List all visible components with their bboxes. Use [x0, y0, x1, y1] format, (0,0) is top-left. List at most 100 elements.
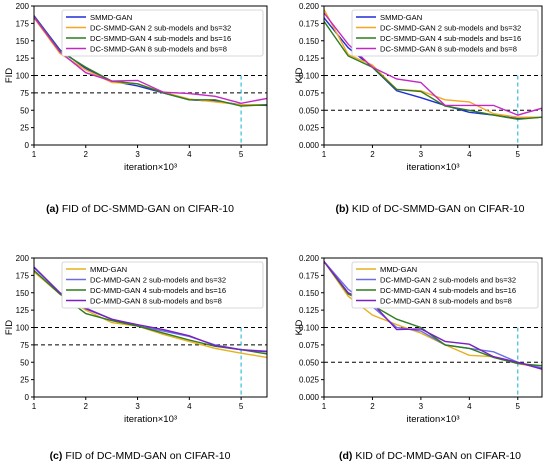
y-tick-label: 0.000	[299, 393, 320, 402]
y-tick-label: 100	[16, 324, 30, 333]
x-tick-label: 2	[84, 150, 89, 159]
y-tick-label: 25	[20, 376, 29, 385]
y-tick-label: 0.150	[299, 289, 320, 298]
y-tick-label: 0	[25, 393, 30, 402]
y-tick-label: 25	[20, 124, 29, 133]
y-tick-label: 0.000	[299, 141, 320, 150]
y-axis-label: KID	[294, 67, 305, 83]
x-axis-label: iteration×10³	[124, 414, 177, 425]
panel-caption: (d) KID of DC-MMD-GAN on CIFAR-10	[339, 450, 521, 462]
legend-label: DC-MMD-GAN 8 sub-models and bs=8	[380, 297, 512, 306]
legend-label: DC-MMD-GAN 4 sub-models and bs=16	[380, 286, 516, 295]
panel-caption-text: FID of DC-MMD-GAN on CIFAR-10	[65, 450, 230, 462]
x-axis-label: iteration×10³	[124, 162, 177, 173]
y-tick-label: 150	[16, 37, 30, 46]
chart-panel: 0 25 50 75 100 125 150 175 200 1 2 3 4 5 iteration×10³…	[4, 254, 268, 462]
legend-label: SMMD-GAN	[90, 13, 132, 22]
y-tick-label: 175	[16, 19, 30, 28]
y-tick-label: 0.100	[299, 324, 320, 333]
legend-box	[351, 9, 539, 57]
legend-label: DC-SMMD-GAN 4 sub-models and bs=16	[380, 34, 521, 43]
legend: MMD-GAN DC-MMD-GAN 2 sub-models and bs=32…	[351, 261, 539, 309]
x-tick-label: 1	[322, 402, 327, 411]
legend-label: SMMD-GAN	[380, 13, 422, 22]
x-tick-label: 5	[516, 402, 521, 411]
x-tick-label: 4	[467, 402, 472, 411]
y-tick-label: 0.125	[299, 54, 320, 63]
y-tick-label: 50	[20, 358, 29, 367]
panel-tag: (b)	[335, 203, 351, 215]
legend-label: DC-SMMD-GAN 8 sub-models and bs=8	[90, 45, 227, 54]
legend: SMMD-GAN DC-SMMD-GAN 2 sub-models and bs=…	[61, 9, 264, 57]
legend-box	[351, 261, 539, 309]
x-tick-label: 4	[187, 150, 192, 159]
panel-tag: (c)	[50, 450, 66, 462]
y-tick-label: 0.050	[299, 358, 320, 367]
y-tick-label: 0.075	[299, 89, 320, 98]
x-tick-label: 2	[370, 150, 375, 159]
panel-caption: (a) FID of DC-SMMD-GAN on CIFAR-10	[46, 203, 234, 215]
y-tick-label: 75	[20, 89, 29, 98]
y-tick-label: 0.200	[299, 2, 320, 11]
y-axis-label: FID	[4, 320, 15, 335]
y-tick-label: 0.100	[299, 72, 320, 81]
series-line	[33, 16, 268, 105]
y-tick-label: 200	[16, 254, 30, 263]
legend-box	[61, 9, 264, 57]
y-tick-label: 0.150	[299, 37, 320, 46]
x-tick-label: 3	[135, 402, 140, 411]
legend-label: MMD-GAN	[380, 265, 417, 274]
y-tick-label: 0.025	[299, 376, 320, 385]
legend-label: DC-MMD-GAN 2 sub-models and bs=32	[90, 276, 226, 285]
chart-panel: 0.000 0.025 0.050 0.075 0.100 0.125 0.150 0.175…	[294, 2, 543, 215]
x-tick-label: 1	[322, 150, 327, 159]
panel-caption-text: KID of DC-SMMD-GAN on CIFAR-10	[352, 203, 525, 215]
legend-label: MMD-GAN	[90, 265, 127, 274]
y-tick-label: 50	[20, 106, 29, 115]
x-tick-label: 5	[516, 150, 521, 159]
y-tick-label: 100	[16, 72, 30, 81]
panel-tag: (d)	[339, 450, 355, 462]
legend-box	[61, 261, 264, 309]
x-tick-label: 2	[84, 402, 89, 411]
y-axis-label: KID	[294, 319, 305, 335]
panel-tag: (a)	[46, 203, 62, 215]
x-tick-label: 5	[239, 150, 244, 159]
chart-panel: 0 25 50 75 100 125 150 175 200 1 2 3 4 5 iteration×10³…	[4, 2, 268, 215]
y-tick-label: 0.125	[299, 306, 320, 315]
legend: MMD-GAN DC-MMD-GAN 2 sub-models and bs=32…	[61, 261, 264, 309]
series-line	[323, 9, 542, 118]
y-tick-label: 200	[16, 2, 30, 11]
legend-label: DC-MMD-GAN 8 sub-models and bs=8	[90, 297, 222, 306]
x-tick-label: 3	[419, 150, 424, 159]
x-tick-label: 3	[135, 150, 140, 159]
x-tick-label: 1	[32, 150, 37, 159]
x-axis-label: iteration×10³	[406, 414, 459, 425]
chart-panel: 0.000 0.025 0.050 0.075 0.100 0.125 0.150 0.175…	[294, 254, 543, 462]
x-tick-label: 1	[32, 402, 37, 411]
y-tick-label: 75	[20, 341, 29, 350]
y-tick-label: 175	[16, 271, 30, 280]
legend-label: DC-SMMD-GAN 2 sub-models and bs=32	[90, 24, 231, 33]
panel-caption-text: FID of DC-SMMD-GAN on CIFAR-10	[62, 203, 234, 215]
y-tick-label: 0.050	[299, 106, 320, 115]
x-tick-label: 4	[187, 402, 192, 411]
y-tick-label: 125	[16, 54, 30, 63]
legend-label: DC-SMMD-GAN 8 sub-models and bs=8	[380, 45, 517, 54]
panel-caption: (c) FID of DC-MMD-GAN on CIFAR-10	[50, 450, 231, 462]
legend-label: DC-SMMD-GAN 2 sub-models and bs=32	[380, 24, 521, 33]
x-tick-label: 3	[419, 402, 424, 411]
x-tick-label: 5	[239, 402, 244, 411]
series-line	[323, 20, 543, 121]
legend-label: DC-MMD-GAN 2 sub-models and bs=32	[380, 276, 516, 285]
series-line	[33, 15, 268, 107]
panel-caption: (b) KID of DC-SMMD-GAN on CIFAR-10	[335, 203, 524, 215]
x-tick-label: 2	[370, 402, 375, 411]
y-axis-label: FID	[4, 68, 15, 83]
legend: SMMD-GAN DC-SMMD-GAN 2 sub-models and bs=…	[351, 9, 539, 57]
legend-label: DC-SMMD-GAN 4 sub-models and bs=16	[90, 34, 231, 43]
x-tick-label: 4	[467, 150, 472, 159]
y-tick-label: 0.200	[299, 254, 320, 263]
y-tick-label: 0.025	[299, 124, 320, 133]
